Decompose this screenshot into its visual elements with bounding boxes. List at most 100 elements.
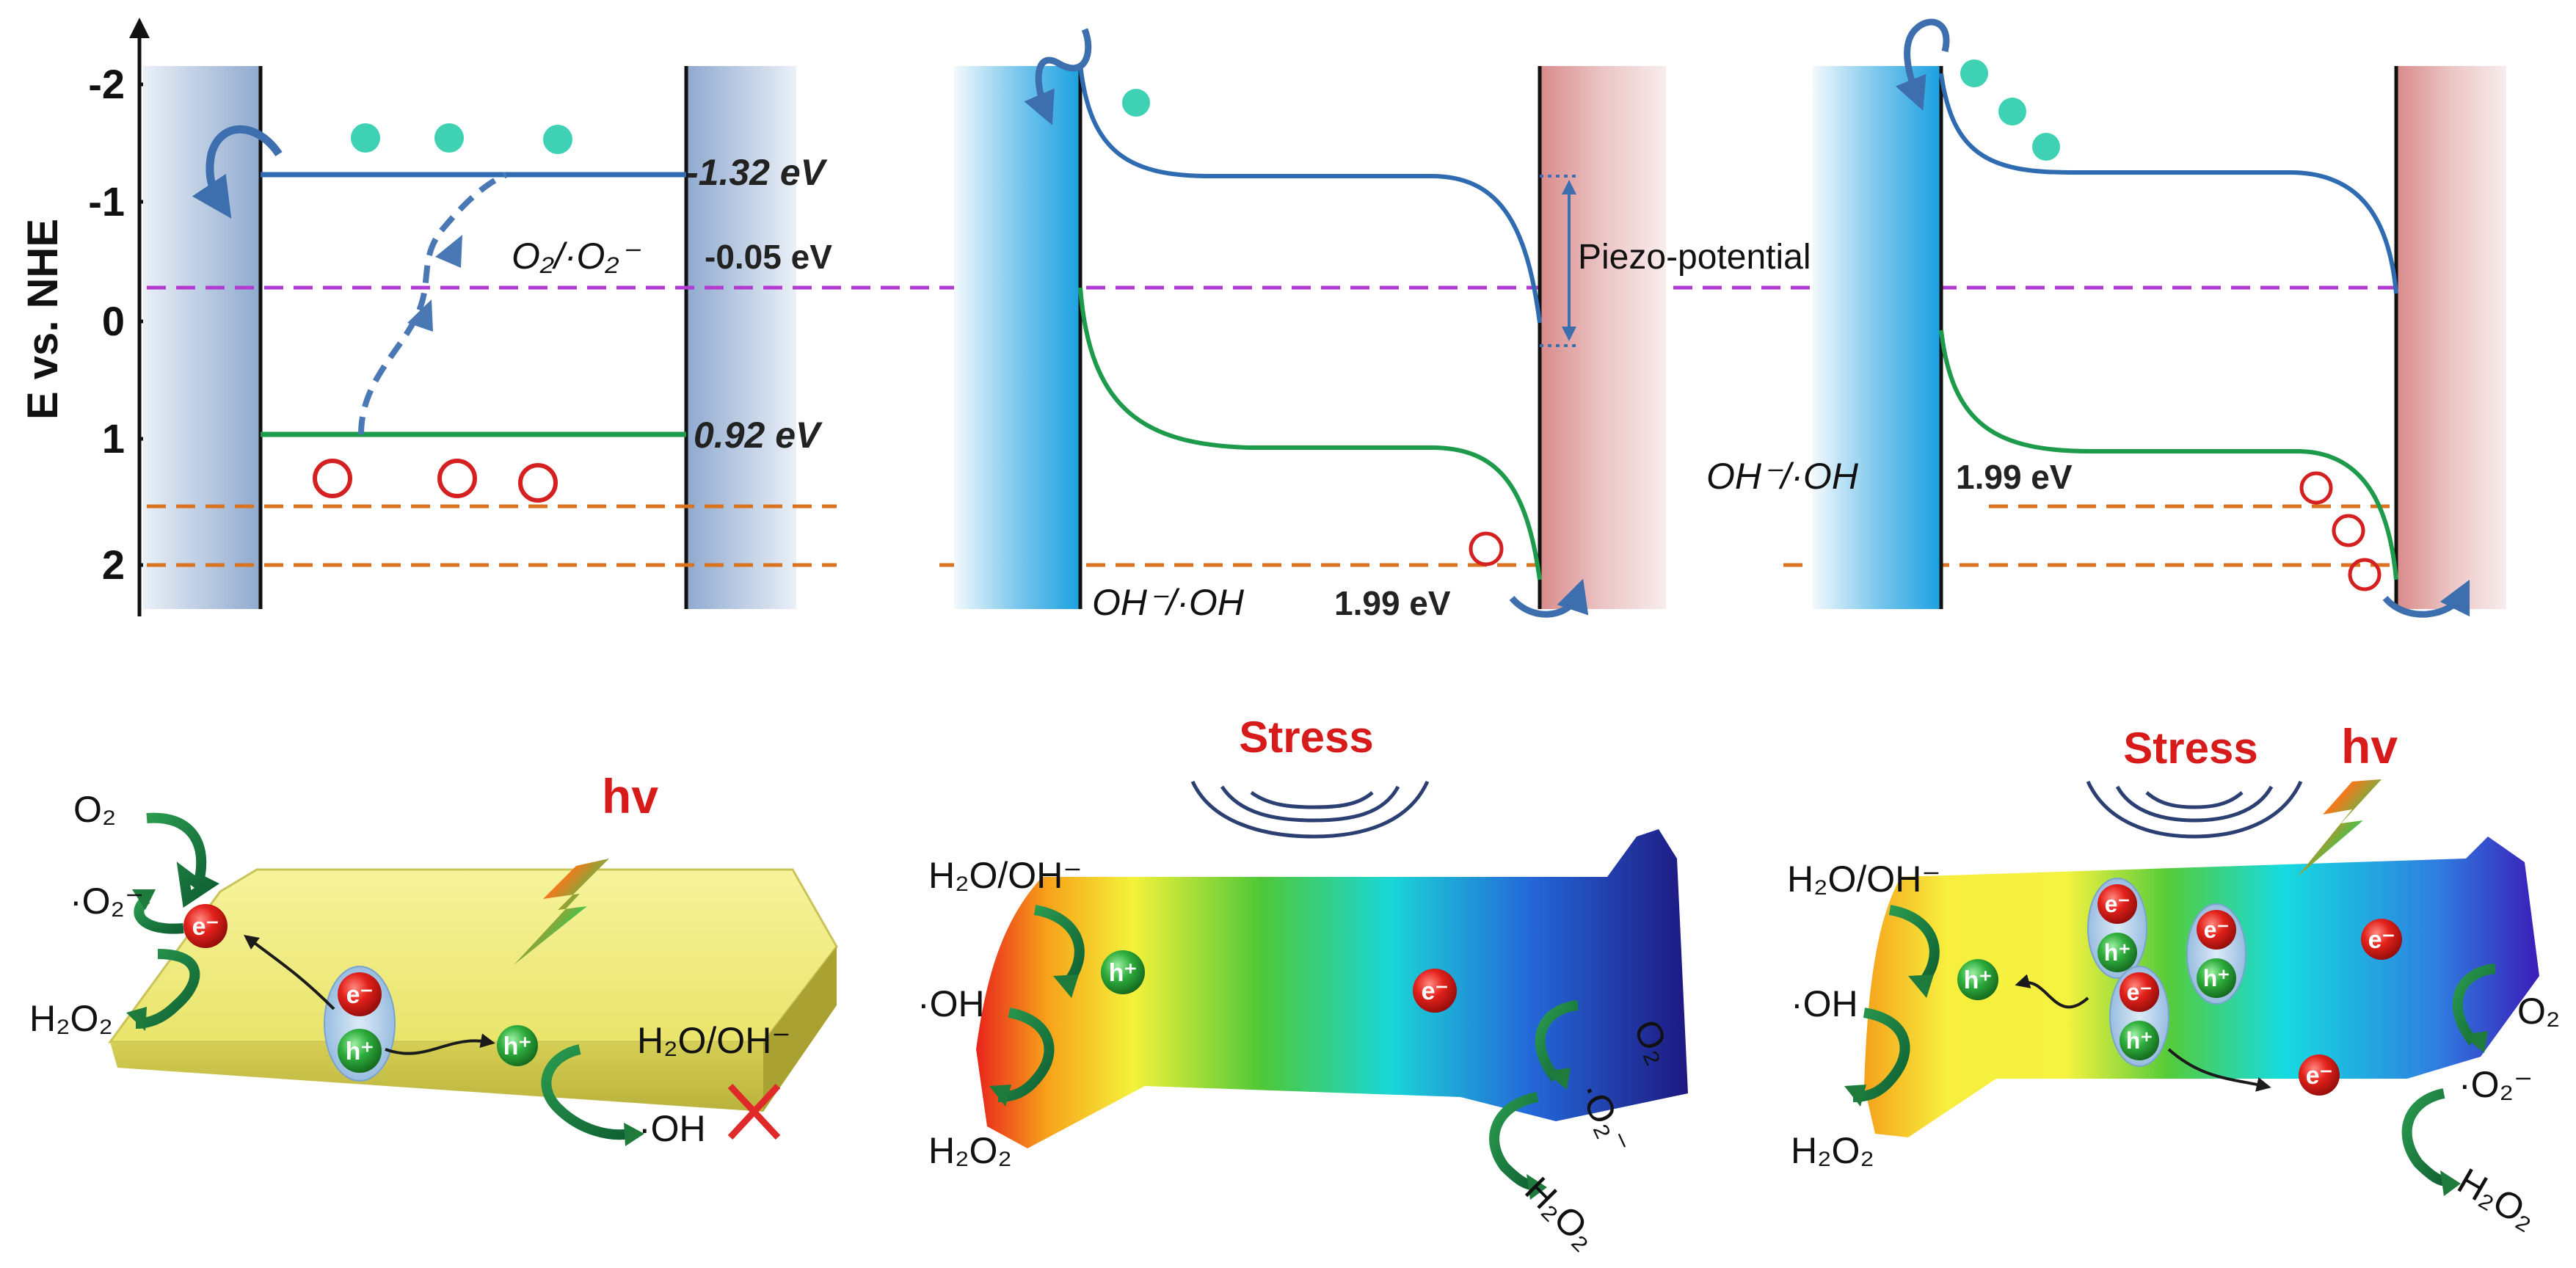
hole-ball: [1101, 950, 1145, 994]
slab-front: [110, 1042, 763, 1112]
oh-redox-label: OH⁻/·OH: [1092, 582, 1245, 623]
slab-side: [763, 947, 837, 1112]
hydroxyl-radical-label: ·OH: [917, 983, 985, 1024]
migration-arrow: [243, 935, 335, 1010]
electron-label: e⁻: [2127, 979, 2153, 1005]
reaction-arrow-icon: [1535, 1000, 1579, 1082]
migration-arrow: [385, 1033, 495, 1055]
electron-ball: [2299, 1054, 2340, 1096]
electron-dot: [2032, 133, 2060, 161]
hole-ball: [2097, 933, 2137, 972]
hole-circle: [2299, 471, 2333, 505]
water-hydroxide-label: H₂O/OH⁻: [637, 1020, 791, 1061]
o2-label: O₂: [2517, 991, 2560, 1032]
o2-redox-label: O₂/·O₂⁻: [512, 236, 641, 277]
water-hydroxide-label: H₂O/OH⁻: [928, 855, 1083, 896]
superoxide-label: ·O₂⁻: [2459, 1064, 2533, 1105]
slab-top: [108, 868, 838, 1043]
hole-ball: [1957, 959, 1998, 1000]
tick-label-1: 1: [102, 415, 125, 462]
piezo-slab: [976, 829, 1688, 1148]
band-panel-2: Piezo-potential OH⁻/·OH 1.99 eV: [954, 28, 1811, 623]
piezo-potential-label: Piezo-potential: [1578, 238, 1811, 277]
transfer-arrow-right: [2382, 579, 2470, 618]
electron-dot: [1998, 98, 2026, 125]
reaction-arrow-icon: [1852, 1008, 1910, 1102]
hole-circle: [518, 463, 558, 503]
reaction-arrow-icon: [2401, 1088, 2448, 1187]
energy-axis: -2 -1 0 1 2 E vs. NHE: [19, 18, 153, 616]
tick-label-2: 2: [102, 542, 125, 588]
hole-ball: [2120, 1021, 2159, 1060]
hole-circle: [2332, 514, 2365, 547]
hole-ball: [497, 1025, 538, 1066]
reaction-arrow-icon: [2452, 963, 2497, 1046]
reaction-arrow-icon: [541, 1044, 633, 1140]
electron-label: e⁻: [192, 913, 219, 941]
electron-label: e⁻: [346, 981, 374, 1009]
tick-label-0: 0: [102, 298, 125, 344]
electron-dot: [434, 123, 464, 153]
light-label: hv: [2341, 719, 2398, 773]
hole-label: h⁺: [1964, 966, 1993, 994]
hole-label: h⁺: [2203, 965, 2230, 991]
h2o2-label-right: H₂O₂: [2451, 1160, 2544, 1237]
hole-label: h⁺: [346, 1038, 374, 1065]
electron-label: e⁻: [2368, 926, 2395, 954]
axis-title: E vs. NHE: [19, 219, 67, 420]
light-label: hv: [602, 769, 658, 823]
h2o2-label-left: H₂O₂: [1791, 1130, 1874, 1171]
water-hydroxide-label: H₂O/OH⁻: [1787, 859, 1941, 900]
electron-dot: [543, 125, 572, 154]
electron-label: e⁻: [2204, 917, 2230, 943]
h2o2-label: H₂O₂: [29, 998, 113, 1039]
h2o2-label-left: H₂O₂: [928, 1130, 1012, 1171]
left-electrode-block: [1813, 66, 1941, 609]
tick-label-neg1: -1: [88, 178, 125, 225]
electron-label: e⁻: [1422, 977, 1449, 1005]
electron-ball: [2361, 919, 2402, 960]
transfer-arrow-right: [1509, 578, 1589, 618]
electron-dot: [1960, 59, 1988, 87]
reaction-arrow-icon: [997, 1008, 1055, 1102]
redox-lines: [147, 285, 2495, 567]
reaction-arrow-icon: [135, 949, 200, 1029]
vb-energy-label: 0.92 eV: [694, 415, 823, 456]
reaction-arrow-icon: [146, 812, 219, 908]
band-panel-1: -1.32 eV 0.92 eV O₂/·O₂⁻ -0.05 eV: [143, 66, 832, 609]
hole-circle: [1469, 531, 1504, 566]
hole-ball: [338, 1029, 382, 1073]
light-bolt-icon: [2297, 779, 2382, 877]
scheme-piezocatalysis: Stress h⁺ e⁻ H₂O/OH⁻ ·OH H₂O₂ O₂ ·O₂⁻ H₂…: [917, 713, 1688, 1257]
right-electrode-block: [1540, 66, 1666, 609]
right-electrode-block: [2396, 66, 2506, 609]
conduction-band: [1078, 64, 1542, 324]
migration-arrow: [2167, 1048, 2271, 1092]
electron-label: e⁻: [2306, 1062, 2333, 1090]
excitation-path-arrow: [358, 172, 508, 435]
scheme-photocatalysis: hv e⁻ h⁺ e⁻ h⁺ O₂ ·O₂⁻ H₂O₂ H₂O/OH⁻ ·OH: [29, 769, 838, 1149]
oh-redox-value: 1.99 eV: [1956, 458, 2073, 496]
valence-band: [1078, 287, 1542, 580]
stress-waves-icon: [2086, 780, 2303, 839]
cb-energy-label: -1.32 eV: [686, 152, 828, 193]
hole-label: h⁺: [503, 1032, 532, 1060]
reaction-arrow-icon: [1489, 1092, 1539, 1190]
tick-label-neg2: -2: [88, 61, 125, 107]
electron-dot: [351, 123, 380, 153]
transfer-arrow-left: [1024, 28, 1092, 125]
electron-ball: [2097, 884, 2137, 924]
o2-redox-value: -0.05 eV: [705, 238, 832, 276]
stress-waves-icon: [1190, 780, 1430, 839]
hole-label: h⁺: [1109, 959, 1138, 987]
oh-redox-label: OH⁻/·OH: [1706, 456, 1859, 497]
hole-label: h⁺: [2104, 939, 2131, 966]
migration-arrow: [2015, 974, 2089, 1009]
electron-ball: [1413, 969, 1457, 1013]
band-panel-3: OH⁻/·OH 1.99 eV: [1706, 18, 2506, 618]
o2-label: O₂: [73, 789, 116, 830]
electron-ball: [338, 972, 382, 1016]
left-electrode-block: [954, 66, 1080, 609]
hole-circle: [437, 459, 477, 498]
